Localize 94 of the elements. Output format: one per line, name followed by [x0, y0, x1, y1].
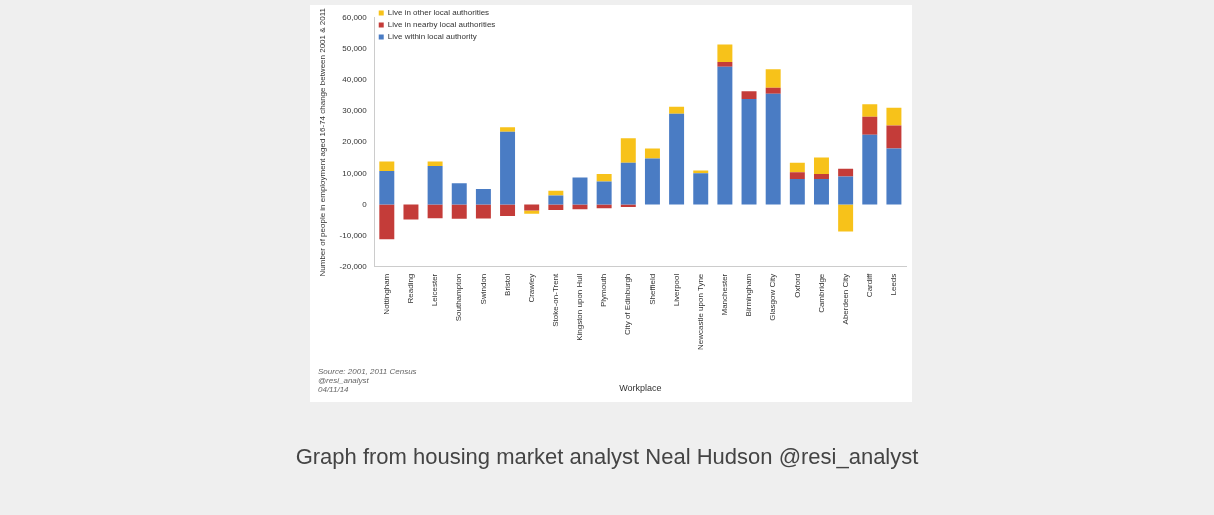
- y-tick-label: 0: [362, 199, 368, 209]
- x-tick-label: Reading: [406, 273, 416, 304]
- x-axis-title: Workplace: [619, 383, 662, 394]
- y-tick-label: -10,000: [339, 230, 368, 240]
- bar: [886, 148, 902, 205]
- bar: [813, 173, 829, 179]
- x-tick-label: Plymouth: [599, 273, 609, 308]
- y-tick-label: 40,000: [342, 75, 368, 85]
- bar: [427, 161, 443, 166]
- bar: [838, 168, 854, 177]
- legend-label: Live in nearby local authorities: [387, 20, 496, 30]
- bar: [379, 170, 395, 205]
- bar: [789, 172, 805, 179]
- bar: [451, 183, 467, 205]
- x-tick-label: Cardiff: [864, 272, 874, 298]
- legend-label: Live in other local authorities: [387, 8, 490, 18]
- bar: [620, 204, 636, 207]
- bar: [644, 158, 660, 205]
- x-tick-label: Southampton: [454, 273, 464, 322]
- x-tick-label: Liverpool: [671, 273, 681, 307]
- bar: [572, 177, 588, 205]
- bar: [838, 176, 854, 205]
- x-tick-label: Manchester: [720, 273, 730, 316]
- bar: [548, 195, 564, 205]
- x-tick-label: Birmingham: [744, 273, 754, 317]
- bar: [500, 131, 516, 205]
- bar: [669, 106, 685, 114]
- bar: [765, 87, 781, 94]
- x-tick-label: Sheffield: [647, 273, 657, 305]
- bar: [862, 116, 878, 135]
- bar: [500, 127, 516, 132]
- bar: [669, 113, 685, 205]
- bar: [741, 99, 757, 205]
- bar: [886, 125, 902, 149]
- bar: [596, 204, 612, 209]
- bar: [379, 204, 395, 240]
- text: Graph from housing market analyst Neal Hudson @resi_analyst: [294, 444, 920, 470]
- y-tick-label: -20,000: [339, 261, 368, 271]
- bar: [524, 204, 540, 211]
- bar: [475, 188, 491, 205]
- bar: [524, 210, 540, 214]
- x-tick-label: Leeds: [889, 273, 899, 296]
- bar: [620, 138, 636, 163]
- y-tick-label: 60,000: [342, 13, 368, 22]
- x-tick-label: Stoke-on-Trent: [551, 272, 561, 327]
- y-axis-title: Number of people in employment aged 16-74 change between 2001 & 2011: [318, 7, 327, 277]
- text: 04/11/14: [318, 385, 350, 394]
- bar: [475, 204, 491, 219]
- bar: [403, 204, 419, 220]
- y-tick-label: 50,000: [342, 44, 368, 54]
- bar: [596, 173, 612, 182]
- bar: [427, 204, 443, 219]
- bar: [644, 148, 660, 159]
- x-tick-label: Swindon: [478, 273, 488, 305]
- y-tick-label: 20,000: [342, 137, 368, 147]
- bar: [427, 165, 443, 205]
- legend-label: Live within local authority: [387, 32, 477, 42]
- bar: [741, 91, 757, 100]
- x-tick-label: Kingston upon Hull: [575, 273, 585, 341]
- x-tick-label: Leicester: [430, 273, 440, 307]
- x-tick-label: Newcastle upon Tyne: [695, 273, 705, 351]
- bar: [789, 162, 805, 173]
- bar: [765, 93, 781, 205]
- bar: [379, 161, 395, 171]
- bar: [717, 44, 733, 62]
- bar: [572, 204, 588, 210]
- x-tick-label: Crawley: [526, 273, 536, 303]
- bar: [548, 204, 564, 211]
- y-tick-label: 30,000: [342, 106, 368, 116]
- bar: [693, 173, 709, 205]
- text: @resi_analyst: [318, 376, 370, 385]
- x-tick-label: Cambridge: [816, 273, 826, 313]
- bar: [596, 181, 612, 205]
- bar: [765, 69, 781, 88]
- source-note: Source: 2001, 2011 Census: [318, 367, 417, 376]
- bar: [862, 134, 878, 205]
- bar: [717, 61, 733, 67]
- bar: [717, 66, 733, 205]
- bar: [813, 178, 829, 205]
- x-tick-label: City of Edinburgh: [623, 273, 633, 336]
- x-tick-label: Nottingham: [382, 273, 392, 315]
- bar: [620, 162, 636, 205]
- bar: [886, 107, 902, 126]
- bar: [451, 204, 467, 219]
- y-tick-label: 10,000: [342, 168, 368, 178]
- bar: [862, 104, 878, 117]
- bar: [813, 157, 829, 174]
- x-tick-label: Glasgow City: [768, 273, 778, 321]
- x-tick-label: Bristol: [502, 273, 512, 296]
- bar: [838, 204, 854, 232]
- x-tick-label: Aberdeen City: [840, 273, 850, 325]
- bar: [500, 204, 516, 216]
- x-tick-label: Oxford: [792, 273, 802, 298]
- bar: [789, 178, 805, 205]
